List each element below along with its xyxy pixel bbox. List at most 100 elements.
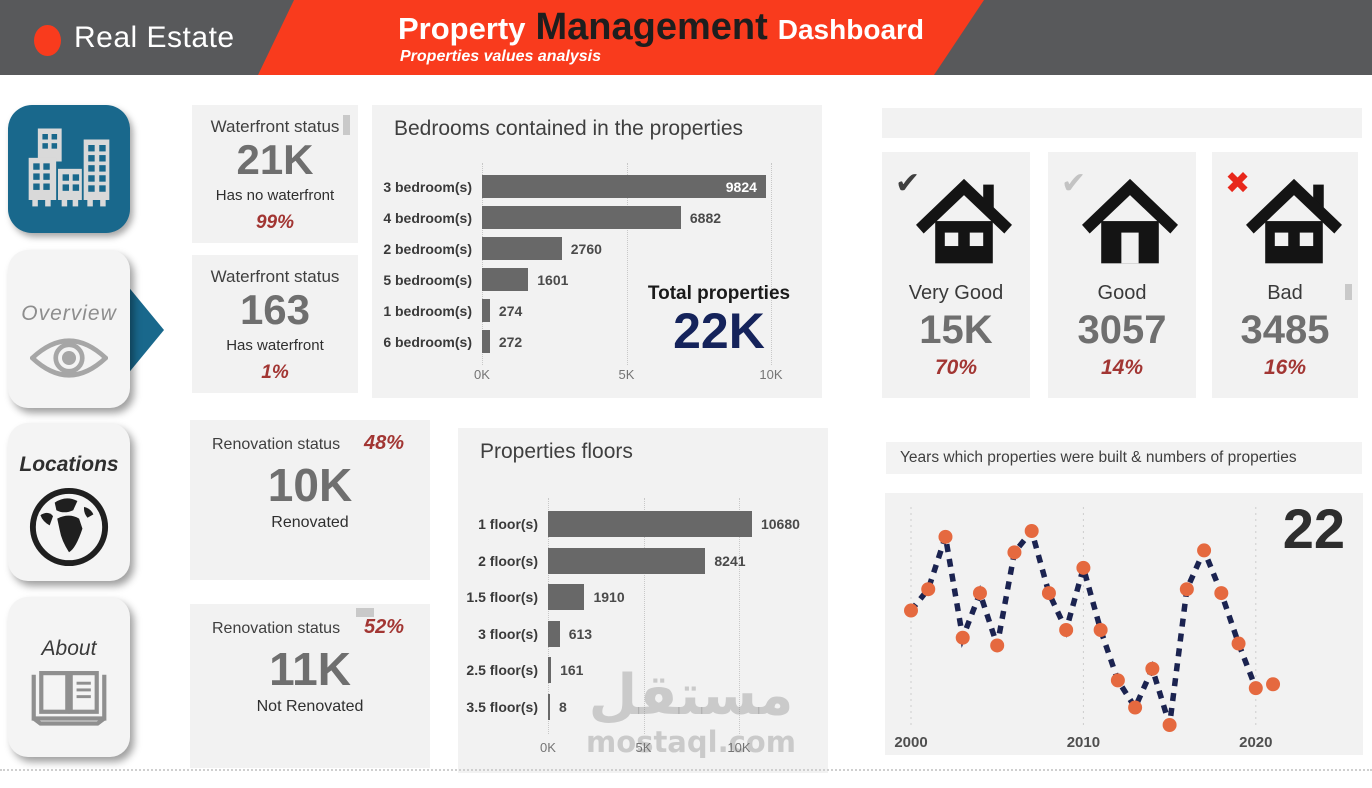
open-book-icon (8, 669, 130, 736)
axis-tick-label: 5K (635, 740, 652, 755)
dashboard-title-part3: Dashboard (777, 14, 925, 45)
card-label: Not Renovated (256, 698, 364, 715)
sidebar-item-about[interactable]: About (8, 597, 130, 757)
sidebar-item-home[interactable] (8, 105, 130, 233)
bar[interactable] (548, 584, 585, 611)
data-point[interactable] (1214, 586, 1229, 601)
bar[interactable] (482, 299, 490, 322)
bar-row[interactable]: 4 bedroom(s) 6882 (372, 202, 812, 233)
card-title: Waterfront status (210, 117, 340, 136)
floors-chart-card[interactable]: Properties floors 1 floor(s) 10680 2 floor… (458, 428, 828, 773)
bar-row[interactable]: 2 bedroom(s) 2760 (372, 233, 812, 264)
bar-row[interactable]: 1 floor(s) 10680 (458, 506, 818, 543)
check-icon: ✔ (1061, 166, 1087, 201)
condition-card-very-good[interactable]: ✔ Very Good 15K 70% (882, 152, 1030, 398)
bar-value-label: 2760 (570, 240, 602, 257)
chart-title: Bedrooms contained in the properties (394, 117, 744, 140)
data-point[interactable] (1076, 560, 1091, 575)
bar-row[interactable]: 3 floor(s) 613 (458, 616, 818, 653)
card-percent: 99% (255, 212, 295, 234)
renovation-card-renovated[interactable]: Renovation status 48% 10K Renovated (190, 420, 430, 580)
sidebar-item-overview[interactable]: Overview (8, 250, 130, 408)
scrollbar-stub[interactable] (343, 115, 350, 135)
data-point[interactable] (1266, 677, 1281, 692)
bar-category-label: 5 bedroom(s) (383, 271, 472, 288)
data-point[interactable] (1007, 545, 1022, 560)
bar-category-label: 1.5 floor(s) (466, 589, 538, 606)
axis-tick-label: 10K (759, 367, 783, 382)
bar[interactable] (482, 330, 490, 353)
data-point[interactable] (1093, 622, 1108, 637)
data-point[interactable] (1128, 700, 1143, 715)
data-point[interactable] (1179, 582, 1194, 597)
data-point[interactable] (972, 586, 987, 601)
data-point[interactable] (955, 630, 970, 645)
sidebar-item-locations[interactable]: Locations (8, 423, 130, 581)
data-point[interactable] (1162, 718, 1177, 732)
data-point[interactable] (938, 529, 953, 544)
dashboard-title-part1: Property (398, 11, 526, 46)
card-percent: 52% (363, 616, 404, 638)
house-icon (1082, 176, 1178, 275)
scrollbar-stub[interactable] (356, 608, 374, 617)
bar[interactable] (482, 206, 681, 229)
bar[interactable] (482, 268, 529, 291)
bar-row[interactable]: 5 bedroom(s) 1601 (372, 264, 812, 295)
data-point[interactable] (1197, 543, 1212, 558)
chart-title: Years which properties were built & numb… (900, 449, 1297, 466)
trend-line (908, 525, 1274, 726)
waterfront-card-no[interactable]: Waterfront status 21K Has no waterfront … (192, 105, 358, 243)
bar-category-label: 2 bedroom(s) (383, 240, 472, 257)
card-value: 163 (239, 286, 311, 333)
data-point[interactable] (1041, 586, 1056, 601)
renovation-card-not-renovated[interactable]: Renovation status 52% 11K Not Renovated (190, 604, 430, 768)
bar-row[interactable]: 1 bedroom(s) 274 (372, 295, 812, 326)
bar-row[interactable]: 3.5 floor(s) 8 (458, 689, 818, 726)
bar[interactable] (548, 693, 550, 720)
bar[interactable] (548, 657, 552, 684)
data-point[interactable] (1059, 622, 1074, 637)
waterfront-card-yes[interactable]: Waterfront status 163 Has waterfront 1% (192, 255, 358, 393)
bar[interactable] (482, 237, 562, 260)
dashboard-title-part2: Management (535, 6, 768, 48)
condition-value: 3485 (1240, 308, 1330, 352)
bar-value-label: 613 (568, 625, 593, 642)
data-point[interactable] (921, 582, 936, 597)
bar-row[interactable]: 6 bedroom(s) 272 (372, 326, 812, 357)
bar-row[interactable]: 1.5 floor(s) 1910 (458, 579, 818, 616)
bar-category-label: 2.5 floor(s) (466, 662, 538, 679)
condition-percent: 70% (934, 356, 978, 379)
data-point[interactable] (1231, 636, 1246, 651)
sidebar-item-label: Overview (21, 302, 117, 325)
data-point[interactable] (990, 638, 1005, 653)
bar[interactable] (548, 511, 752, 538)
bar-value-label: 8 (559, 698, 567, 715)
data-point[interactable] (1248, 681, 1263, 696)
bar[interactable]: 9824 (482, 175, 766, 198)
house-icon (916, 176, 1012, 275)
condition-value: 3057 (1077, 308, 1167, 352)
axis-tick-label: 2000 (894, 734, 927, 751)
scrollbar-stub[interactable] (1345, 284, 1352, 300)
bar[interactable] (548, 547, 706, 574)
bar[interactable] (548, 620, 560, 647)
bedrooms-chart-card[interactable]: Bedrooms contained in the properties 3 b… (372, 105, 822, 398)
bar-value-label: 1601 (537, 271, 569, 288)
condition-card-good[interactable]: ✔ Good 3057 14% (1048, 152, 1196, 398)
data-point[interactable] (1145, 661, 1160, 676)
bar-row[interactable]: 2.5 floor(s) 161 (458, 652, 818, 689)
bar-value-label: 10680 (760, 516, 800, 533)
years-line-chart-card[interactable]: 2000 2010 2020 22 (885, 493, 1363, 755)
check-icon: ✔ (895, 166, 921, 201)
bar-value-label: 274 (498, 302, 523, 319)
line-chart-canvas: 2000 2010 2020 (894, 507, 1281, 751)
bar-row[interactable]: 2 floor(s) 8241 (458, 543, 818, 580)
data-point[interactable] (1024, 524, 1039, 538)
data-point[interactable] (904, 603, 918, 618)
card-title: Renovation status (212, 620, 341, 637)
data-point[interactable] (1110, 673, 1125, 688)
condition-card-bad[interactable]: ✖ Bad 3485 16% (1212, 152, 1358, 398)
condition-value: 15K (919, 308, 993, 352)
years-count-annotation: 22 (1282, 497, 1345, 560)
bar-row[interactable]: 3 bedroom(s) 9824 (372, 171, 812, 202)
